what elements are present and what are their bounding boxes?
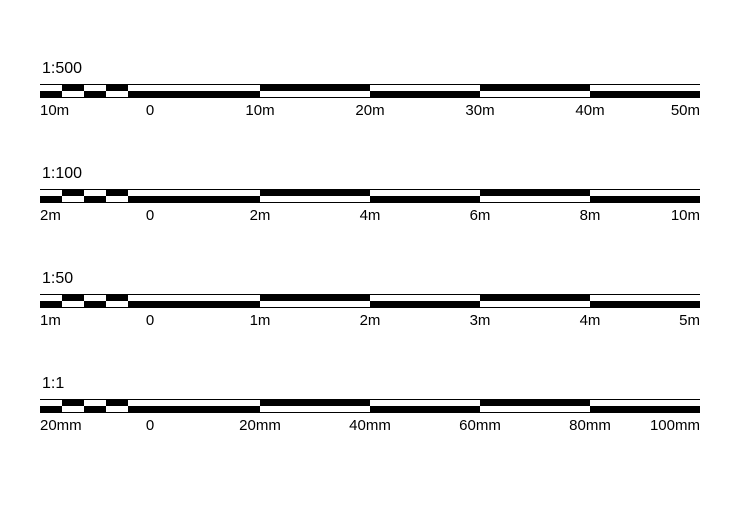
scale-sub-segment-bottom [128,406,150,412]
tick-label: 40mm [349,417,391,434]
scale-sub-segment-bottom [84,406,106,412]
scale-labels: 20mm 0 20mm 40mm 60mm 80mm 100mm [40,417,700,437]
tick-label: 5m [679,312,700,329]
page: 1:50010m010m20m30m40m50m1:1002m02m4m6m8m… [0,0,735,519]
tick-label: 3m [470,312,491,329]
scale-div-segment-bottom [480,196,590,202]
scale-div-segment-bottom [260,196,370,202]
scale-div-segment-bottom [590,91,700,97]
scale-sub-segment-bottom [106,91,128,97]
tick-label: 20mm [40,417,82,434]
scale-div-segment-bottom [590,196,700,202]
scale-sub-segment-bottom [40,196,62,202]
scale-div-segment-bottom [480,91,590,97]
scale-div-segment-bottom [370,406,480,412]
scale-sub-segment-bottom [106,301,128,307]
scale-sub-segment-bottom [84,301,106,307]
scale-div-segment-bottom [260,91,370,97]
scale-div-segment-bottom [150,196,260,202]
tick-label: 0 [146,417,154,434]
tick-label: 50m [671,102,700,119]
scale-title: 1:500 [40,60,700,78]
tick-label: 4m [360,207,381,224]
scale-div-segment-bottom [590,406,700,412]
tick-label: 20mm [239,417,281,434]
scale-div-segment-bottom [480,301,590,307]
scale-div-segment-bottom [370,196,480,202]
scale-sub-segment-bottom [40,406,62,412]
scale-sub-segment-bottom [128,196,150,202]
tick-label: 40m [575,102,604,119]
scale-sub-segment-bottom [106,406,128,412]
scale-labels: 2m 0 2m 4m 6m 8m 10m [40,207,700,227]
scale-50: 1:50 1m 0 1m 2m 3m 4m 5m [40,270,700,332]
scale-title: 1:50 [40,270,700,288]
scale-sub-segment-bottom [62,196,84,202]
scale-labels: 10m 0 10m 20m 30m 40m 50m [40,102,700,122]
scale-sub-segment-bottom [106,196,128,202]
tick-label: 100mm [650,417,700,434]
scale-div-segment-bottom [150,406,260,412]
tick-label: 10m [40,102,69,119]
scale-div-segment-bottom [150,301,260,307]
scale-title: 1:1 [40,375,700,393]
tick-label: 0 [146,207,154,224]
tick-label: 20m [355,102,384,119]
scale-sub-segment-bottom [40,301,62,307]
tick-label: 6m [470,207,491,224]
tick-label: 10m [245,102,274,119]
scale-sub-segment-bottom [40,91,62,97]
scale-100: 1:100 2m 0 2m 4m 6m 8m 10m [40,165,700,227]
scale-bar [40,84,700,98]
scale-div-segment-bottom [370,91,480,97]
scale-bar [40,189,700,203]
tick-label: 2m [360,312,381,329]
scale-div-segment-bottom [150,91,260,97]
tick-label: 2m [250,207,271,224]
scale-sub-segment-bottom [62,406,84,412]
scale-title: 1:100 [40,165,700,183]
tick-label: 80mm [569,417,611,434]
scale-sub-segment-bottom [128,301,150,307]
scale-div-segment-bottom [590,301,700,307]
scale-sub-segment-bottom [84,91,106,97]
scale-bar [40,294,700,308]
tick-label: 4m [580,312,601,329]
tick-label: 10m [671,207,700,224]
scale-sub-segment-bottom [84,196,106,202]
scale-div-segment-bottom [260,301,370,307]
tick-label: 1m [40,312,61,329]
scale-sub-segment-bottom [62,301,84,307]
scale-sub-segment-bottom [128,91,150,97]
scale-1: 1:1 20mm 0 20mm 40mm 60mm 80mm 100mm [40,375,700,437]
tick-label: 1m [250,312,271,329]
scale-sub-segment-bottom [62,91,84,97]
scale-div-segment-bottom [370,301,480,307]
tick-label: 8m [580,207,601,224]
scale-div-segment-bottom [480,406,590,412]
tick-label: 0 [146,102,154,119]
tick-label: 30m [465,102,494,119]
scale-div-segment-bottom [260,406,370,412]
scale-labels: 1m 0 1m 2m 3m 4m 5m [40,312,700,332]
tick-label: 2m [40,207,61,224]
tick-label: 0 [146,312,154,329]
tick-label: 60mm [459,417,501,434]
scale-500: 1:500 10m 0 10m 20m 30m 40m 50m [40,60,700,122]
scale-bar [40,399,700,413]
